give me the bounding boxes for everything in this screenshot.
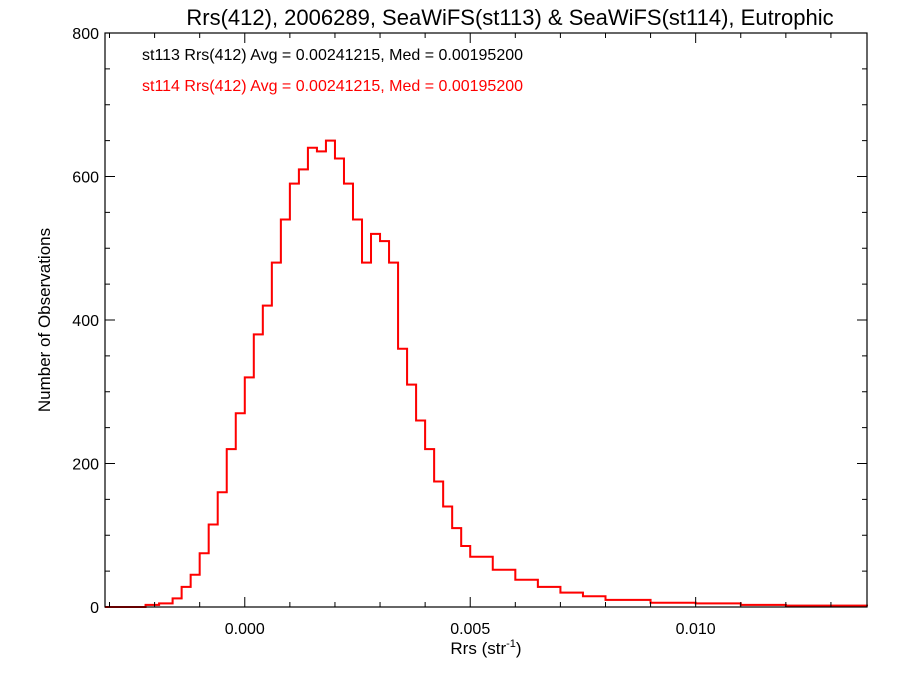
ticks-layer: 0.000 0.005 0.010 0 200 400 600 800 bbox=[72, 26, 867, 638]
legend-entry-st113: st113 Rrs(412) Avg = 0.00241215, Med = 0… bbox=[142, 47, 523, 64]
x-tick-label: 0.005 bbox=[450, 621, 490, 638]
legend-entry-st114: st114 Rrs(412) Avg = 0.00241215, Med = 0… bbox=[142, 78, 523, 95]
series-line-st113 bbox=[105, 139, 868, 608]
y-axis-label: Number of Observations bbox=[35, 228, 54, 412]
y-tick-label: 0 bbox=[90, 600, 99, 617]
x-axis-label-superscript: -1 bbox=[506, 638, 516, 650]
chart-title: Rrs(412), 2006289, SeaWiFS(st113) & SeaW… bbox=[186, 5, 833, 30]
y-tick-label: 600 bbox=[72, 170, 99, 187]
y-tick-label: 800 bbox=[72, 26, 99, 43]
x-axis-label-main: Rrs (str bbox=[450, 639, 506, 658]
x-tick-label: 0.000 bbox=[225, 621, 265, 638]
x-tick-label: 0.010 bbox=[676, 621, 716, 638]
x-axis-label: Rrs (str-1) bbox=[450, 638, 521, 658]
x-axis-label-close: ) bbox=[516, 639, 522, 658]
series-line-st114 bbox=[105, 139, 868, 608]
plot-frame bbox=[104, 32, 868, 608]
series-layer bbox=[105, 139, 868, 608]
y-tick-label: 400 bbox=[72, 313, 99, 330]
y-tick-label: 200 bbox=[72, 457, 99, 474]
